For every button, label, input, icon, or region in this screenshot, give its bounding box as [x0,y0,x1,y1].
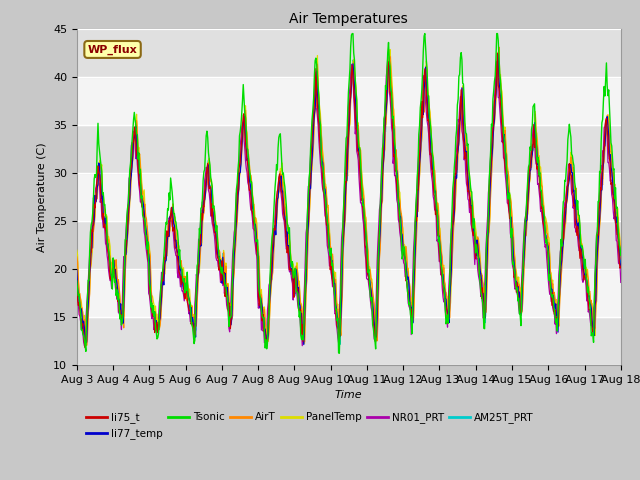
Bar [77,125,621,173]
Title: Air Temperatures: Air Temperatures [289,12,408,26]
Bar [77,29,621,77]
Bar [77,77,621,125]
Text: WP_flux: WP_flux [88,44,138,55]
Bar [77,269,621,317]
Bar [77,317,621,365]
Bar [77,221,621,269]
Bar [77,173,621,221]
Legend: li75_t, li77_temp, Tsonic, AirT, PanelTemp, NR01_PRT, AM25T_PRT: li75_t, li77_temp, Tsonic, AirT, PanelTe… [82,408,538,444]
Y-axis label: Air Temperature (C): Air Temperature (C) [37,142,47,252]
X-axis label: Time: Time [335,390,363,400]
